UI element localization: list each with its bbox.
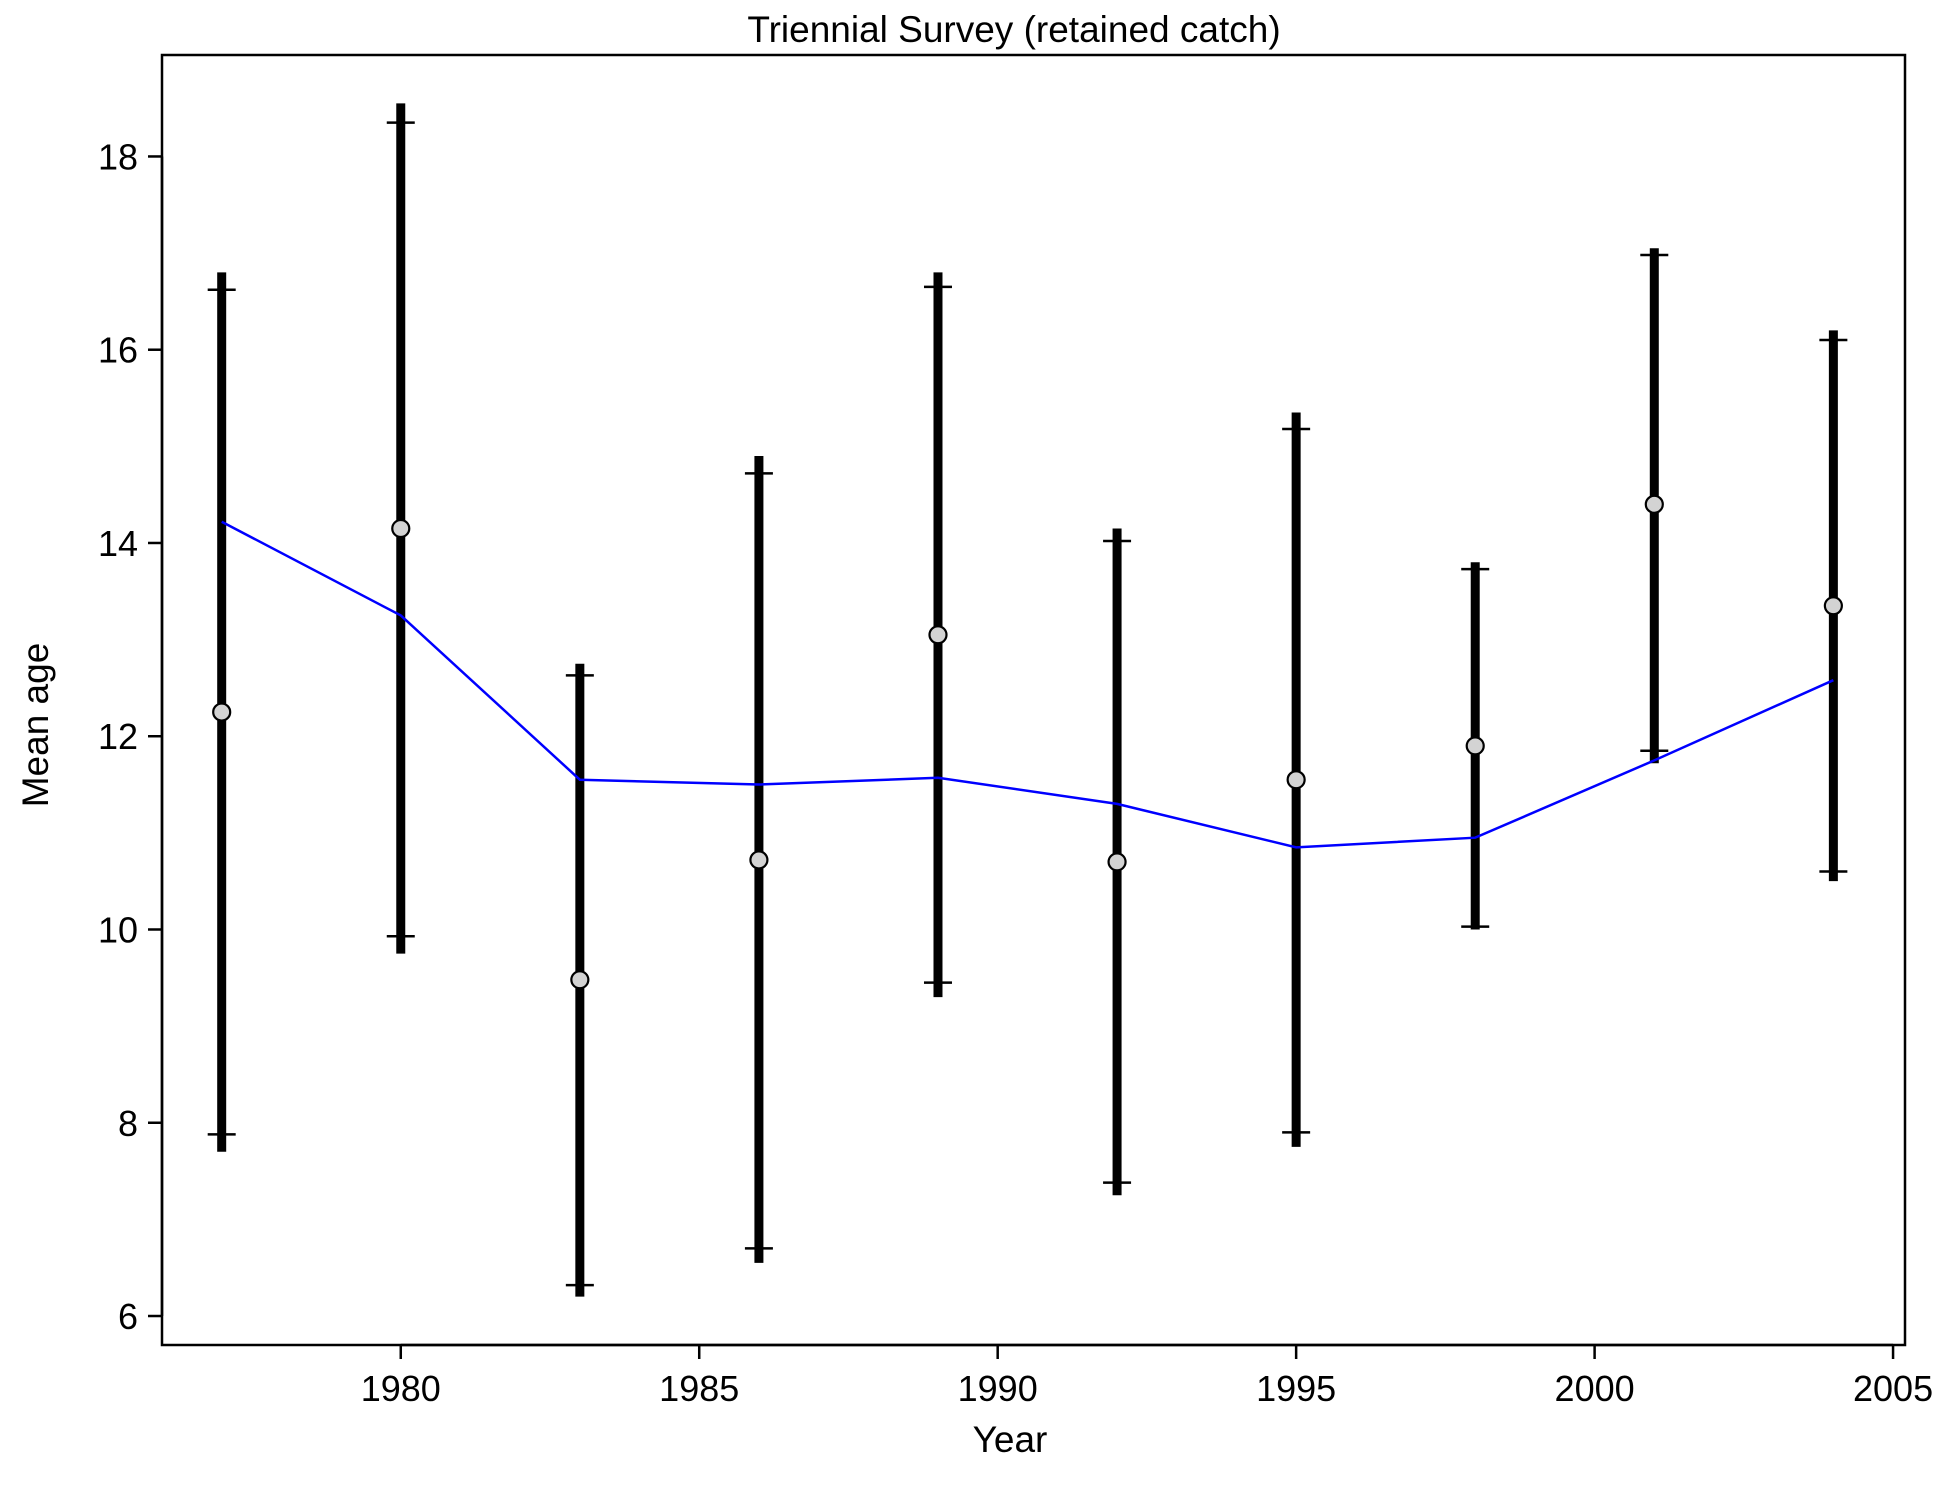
x-axis: 1980 1985 1990 1995 2000 2005 xyxy=(361,1343,1933,1409)
y-tick-label: 10 xyxy=(98,909,138,950)
observed-point xyxy=(749,850,769,870)
y-tick-label: 12 xyxy=(98,716,138,757)
y-axis: 6 8 10 12 14 16 18 xyxy=(98,136,164,1337)
observed-points xyxy=(212,494,1843,990)
chart-title: Triennial Survey (retained catch) xyxy=(747,9,1280,50)
y-tick-label: 6 xyxy=(118,1296,138,1337)
y-tick-label: 8 xyxy=(118,1103,138,1144)
observed-point xyxy=(212,702,232,722)
x-tick-label: 1980 xyxy=(361,1368,441,1409)
observed-point xyxy=(391,518,411,539)
observed-point xyxy=(1465,736,1485,756)
expected-line xyxy=(221,520,1834,849)
x-tick-label: 1995 xyxy=(1256,1368,1336,1409)
error-bars xyxy=(207,103,1848,1297)
plot-frame xyxy=(160,53,1907,1347)
y-tick-label: 18 xyxy=(98,136,138,177)
observed-point xyxy=(570,970,590,990)
y-tick-label: 14 xyxy=(98,523,138,564)
x-tick-label: 1985 xyxy=(659,1368,739,1409)
x-tick-label: 2005 xyxy=(1853,1368,1933,1409)
observed-point xyxy=(1644,494,1664,514)
x-tick-label: 2000 xyxy=(1555,1368,1635,1409)
observed-point xyxy=(1107,852,1127,872)
y-axis-label: Mean age xyxy=(15,643,56,808)
y-tick-label: 16 xyxy=(98,330,138,371)
observed-point xyxy=(1286,770,1306,790)
observed-point xyxy=(928,625,948,645)
x-axis-label: Year xyxy=(973,1419,1048,1460)
x-tick-label: 1990 xyxy=(958,1368,1038,1409)
observed-point xyxy=(1823,596,1843,616)
